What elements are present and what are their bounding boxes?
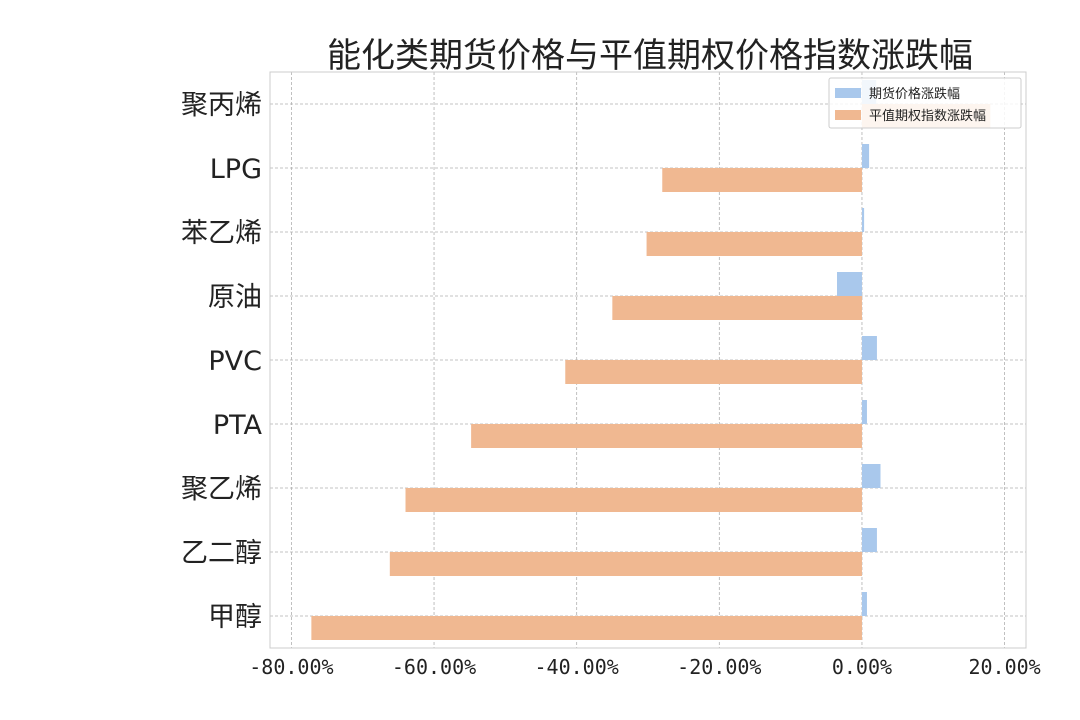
x-tick-label: 0.00% — [832, 655, 892, 679]
futures-bar — [861, 400, 867, 424]
category-label: 聚丙烯 — [181, 90, 262, 121]
option-index-bar — [612, 296, 862, 320]
plot-frame — [269, 71, 1027, 649]
category-label: PVC — [208, 346, 262, 377]
futures-bar — [861, 464, 881, 488]
legend-box — [828, 77, 1022, 129]
futures-bar — [861, 528, 877, 552]
category-label: 原油 — [208, 282, 262, 313]
futures-bar — [861, 144, 870, 168]
x-tick-label: -60.00% — [392, 655, 476, 679]
category-label: PTA — [213, 410, 263, 441]
category-label: 聚乙烯 — [181, 474, 262, 505]
futures-bar — [861, 592, 867, 616]
legend-label: 期货价格涨跌幅 — [869, 86, 960, 102]
chart-title: 能化类期货价格与平值期权价格指数涨跌幅 — [327, 36, 973, 76]
x-tick-label: -20.00% — [677, 655, 761, 679]
category-label: LPG — [210, 154, 262, 185]
category-label: 乙二醇 — [181, 538, 262, 569]
futures-bar — [837, 272, 862, 296]
legend-swatch — [835, 88, 861, 98]
option-index-bar — [405, 488, 862, 512]
option-index-bar — [662, 168, 862, 192]
x-tick-label: -40.00% — [535, 655, 619, 679]
x-tick-label: -80.00% — [249, 655, 333, 679]
futures-bar — [861, 208, 865, 232]
option-index-bar — [471, 424, 862, 448]
legend-swatch — [835, 110, 861, 120]
bars — [311, 80, 991, 640]
category-label: 甲醇 — [208, 602, 262, 633]
category-label: 苯乙烯 — [181, 218, 262, 249]
option-index-bar — [565, 360, 862, 384]
x-tick-labels: -80.00% -60.00% -40.00% -20.00% 0.00% 20.00% — [249, 655, 1040, 679]
x-tick-label: 20.00% — [968, 655, 1040, 679]
option-index-bar — [311, 616, 862, 640]
option-index-bar — [646, 232, 862, 256]
option-index-bar — [389, 552, 862, 576]
legend-label: 平值期权指数涨跌幅 — [869, 108, 986, 124]
futures-bar — [861, 336, 877, 360]
